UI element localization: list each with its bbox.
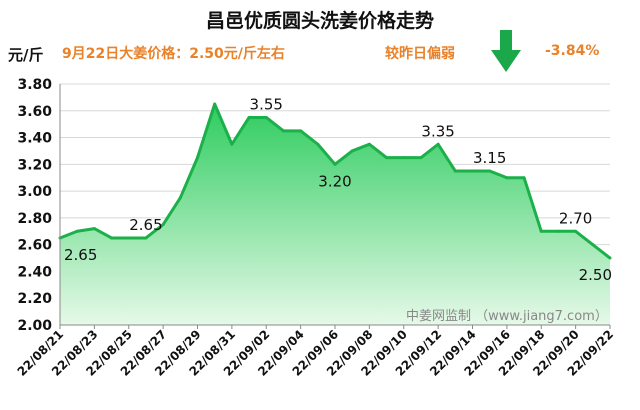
- data-point: [264, 115, 268, 119]
- data-point: [385, 156, 389, 160]
- y-axis-unit-label: 元/斤: [8, 46, 44, 64]
- trend-label: 较昨日偏弱: [385, 46, 455, 62]
- trend-value: -3.84%: [545, 43, 600, 59]
- y-tick-label: 3.20: [17, 157, 52, 173]
- data-label: 3.35: [421, 122, 454, 140]
- data-label: 2.70: [559, 209, 592, 227]
- data-point: [316, 142, 320, 146]
- down-arrow-icon: [491, 30, 521, 72]
- data-point: [127, 236, 131, 240]
- y-tick-label: 2.60: [17, 238, 52, 254]
- y-tick-label: 2.20: [17, 291, 52, 307]
- y-tick-label: 2.00: [17, 318, 52, 334]
- y-tick-label: 2.80: [17, 211, 52, 227]
- data-label: 2.65: [64, 246, 97, 264]
- data-label: 3.20: [318, 172, 351, 190]
- data-point: [539, 229, 543, 233]
- data-point: [281, 129, 285, 133]
- data-label: 3.55: [250, 95, 283, 113]
- data-point: [453, 169, 457, 173]
- y-tick-label: 2.40: [17, 264, 52, 280]
- chart-title: 昌邑优质圆头洗姜价格走势: [205, 10, 434, 32]
- data-point: [75, 229, 79, 233]
- source-watermark: 中姜网监制 （www.jiang7.com）: [406, 309, 608, 324]
- data-point: [247, 115, 251, 119]
- data-point: [350, 149, 354, 153]
- data-label: 3.15: [473, 149, 506, 167]
- data-point: [436, 142, 440, 146]
- y-tick-label: 3.60: [17, 104, 52, 120]
- data-point: [591, 243, 595, 247]
- data-label: 2.65: [129, 216, 162, 234]
- y-tick-label: 3.40: [17, 131, 52, 147]
- data-point: [92, 227, 96, 231]
- data-point: [505, 176, 509, 180]
- data-point: [333, 162, 337, 166]
- y-tick-label: 3.80: [17, 77, 52, 93]
- data-point: [178, 196, 182, 200]
- data-point: [161, 223, 165, 227]
- data-point: [196, 156, 199, 160]
- data-point: [299, 129, 303, 133]
- price-note: 9月22日大姜价格：2.50元/斤左右: [62, 46, 285, 62]
- data-point: [144, 236, 148, 240]
- data-point: [522, 176, 526, 180]
- data-point: [367, 142, 371, 146]
- data-point: [471, 169, 474, 173]
- y-tick-label: 3.00: [17, 184, 52, 200]
- data-point: [213, 102, 217, 106]
- data-point: [574, 229, 578, 233]
- data-point: [488, 169, 492, 173]
- data-point: [608, 256, 612, 260]
- data-point: [419, 156, 423, 160]
- data-point: [230, 142, 234, 146]
- data-point: [402, 156, 406, 160]
- data-point: [556, 229, 560, 233]
- data-point: [110, 236, 114, 240]
- data-label: 2.50: [579, 266, 612, 284]
